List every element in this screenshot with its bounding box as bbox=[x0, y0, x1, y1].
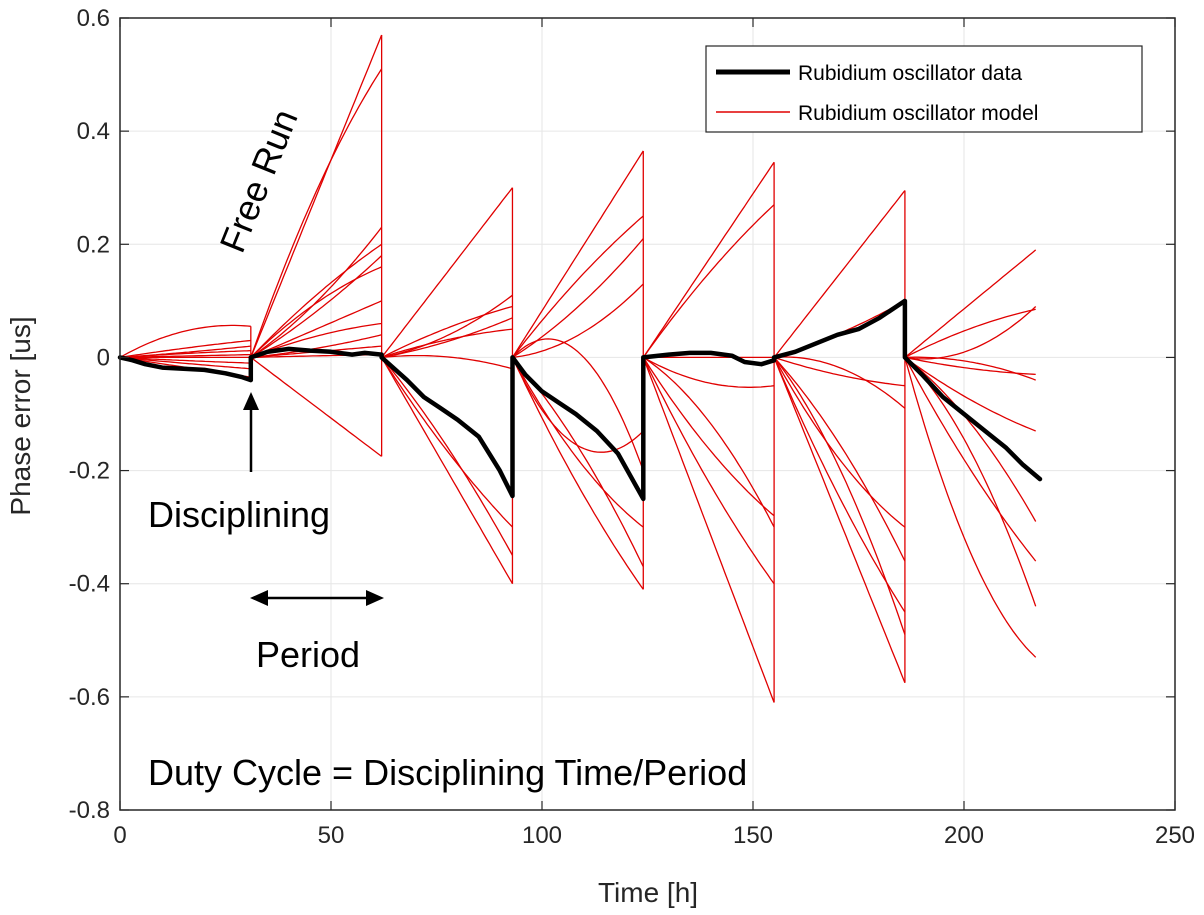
duty-cycle-annotation: Duty Cycle = Disciplining Time/Period bbox=[148, 752, 747, 793]
free-run-annotation: Free Run bbox=[211, 103, 305, 258]
model-curve-6-4 bbox=[904, 356, 1036, 381]
model-curve-6-6 bbox=[904, 356, 1037, 522]
model-curve-6-1 bbox=[904, 306, 1037, 360]
model-curve-1-1 bbox=[250, 68, 383, 358]
y-tick-label-3: -0.2 bbox=[69, 458, 110, 485]
y-tick-label-1: -0.6 bbox=[69, 684, 110, 711]
y-tick-label-2: -0.4 bbox=[69, 571, 110, 598]
model-curve-1-6 bbox=[250, 300, 382, 358]
model-curve-3-2 bbox=[512, 238, 644, 358]
model-curve-4-4 bbox=[642, 357, 775, 517]
data-line-path bbox=[117, 298, 1043, 502]
axis-ticks: 0 50 100 150 200 250 -0.8 -0.6 -0.4 -0.2 0 0.2 0.4 0.… bbox=[69, 5, 1195, 849]
model-curve-5-3 bbox=[774, 356, 906, 409]
model-curve-2-3 bbox=[381, 317, 513, 359]
model-curve-2-8 bbox=[381, 357, 514, 585]
model-curve-3-8 bbox=[511, 357, 644, 590]
model-curve-5-2 bbox=[773, 356, 905, 387]
model-curve-6-7 bbox=[904, 357, 1037, 562]
model-curve-3-1 bbox=[511, 215, 644, 358]
x-tick-label-4: 200 bbox=[944, 822, 984, 849]
model-curve-1-2 bbox=[250, 226, 383, 358]
legend-box bbox=[705, 45, 1143, 133]
model-curve-1-4 bbox=[250, 255, 383, 358]
model-curve-2-2 bbox=[381, 305, 513, 358]
model-curve-5-5 bbox=[773, 356, 906, 562]
model-curve-2-7 bbox=[381, 356, 514, 556]
model-curve-5-1 bbox=[773, 300, 906, 359]
y-tick-label-4: 0 bbox=[97, 344, 110, 371]
model-curve-3-5 bbox=[512, 338, 644, 471]
model-curve-2-6 bbox=[381, 357, 513, 528]
model-curve-5-8 bbox=[773, 357, 906, 683]
model-curve-2-5 bbox=[381, 354, 513, 370]
model-curve-3-0 bbox=[511, 150, 644, 358]
model-curve-0-1 bbox=[119, 339, 251, 359]
model-curve-3-6 bbox=[511, 357, 644, 528]
model-curve-0-6 bbox=[119, 356, 251, 364]
model-curve-1-11 bbox=[250, 356, 382, 457]
model-curve-1-0 bbox=[250, 34, 383, 358]
legend-label-data: Rubidium oscillator data bbox=[798, 62, 1022, 85]
model-curve-4-0 bbox=[642, 161, 775, 358]
model-curve-6-2 bbox=[904, 308, 1036, 358]
model-curve-3-3 bbox=[512, 283, 644, 359]
model-curve-4-5 bbox=[642, 356, 775, 528]
model-curve-4-6 bbox=[642, 357, 775, 585]
model-curve-2-0 bbox=[381, 187, 514, 358]
model-curve-0-3 bbox=[119, 349, 251, 359]
data-series bbox=[117, 298, 1043, 502]
disciplining-annotation: Disciplining bbox=[148, 494, 330, 535]
x-tick-label-0: 0 bbox=[113, 822, 126, 849]
plot-frame bbox=[119, 17, 1176, 811]
model-curve-1-3 bbox=[250, 243, 382, 358]
x-axis-label: Time [h] bbox=[598, 877, 698, 908]
model-curve-0-7 bbox=[119, 356, 251, 370]
model-curve-3-4 bbox=[511, 357, 644, 453]
y-axis-label: Phase error [us] bbox=[5, 316, 36, 515]
x-tick-label-3: 150 bbox=[733, 822, 773, 849]
model-curve-5-0 bbox=[773, 190, 906, 358]
model-curve-5-6 bbox=[773, 357, 906, 613]
y-tick-label-6: 0.4 bbox=[77, 118, 110, 145]
model-curve-2-1 bbox=[381, 294, 513, 359]
legend-label-model: Rubidium oscillator model bbox=[798, 102, 1038, 125]
model-curve-5-7 bbox=[773, 357, 906, 635]
legend: Rubidium oscillator data Rubidium oscill… bbox=[705, 45, 1143, 133]
model-curve-5-4 bbox=[773, 357, 906, 528]
x-tick-label-5: 250 bbox=[1155, 822, 1195, 849]
model-curve-6-8 bbox=[904, 356, 1037, 607]
model-curve-2-4 bbox=[381, 328, 513, 359]
model-curve-6-5 bbox=[904, 356, 1036, 432]
model-curve-4-1 bbox=[642, 204, 775, 358]
model-curve-0-0 bbox=[119, 324, 251, 358]
period-annotation: Period bbox=[256, 634, 360, 675]
y-tick-label-7: 0.6 bbox=[77, 5, 110, 32]
model-curve-4-7 bbox=[642, 357, 775, 703]
x-tick-label-1: 50 bbox=[318, 822, 345, 849]
model-curve-6-9 bbox=[904, 357, 1037, 658]
y-tick-label-5: 0.2 bbox=[77, 231, 110, 258]
x-tick-label-2: 100 bbox=[522, 822, 562, 849]
model-curve-6-0 bbox=[904, 249, 1037, 358]
disciplining-arrow bbox=[243, 392, 259, 472]
period-arrow bbox=[250, 590, 384, 606]
model-curve-4-3 bbox=[642, 356, 775, 388]
model-curve-1-5 bbox=[250, 266, 382, 358]
y-tick-label-0: -0.8 bbox=[69, 797, 110, 824]
